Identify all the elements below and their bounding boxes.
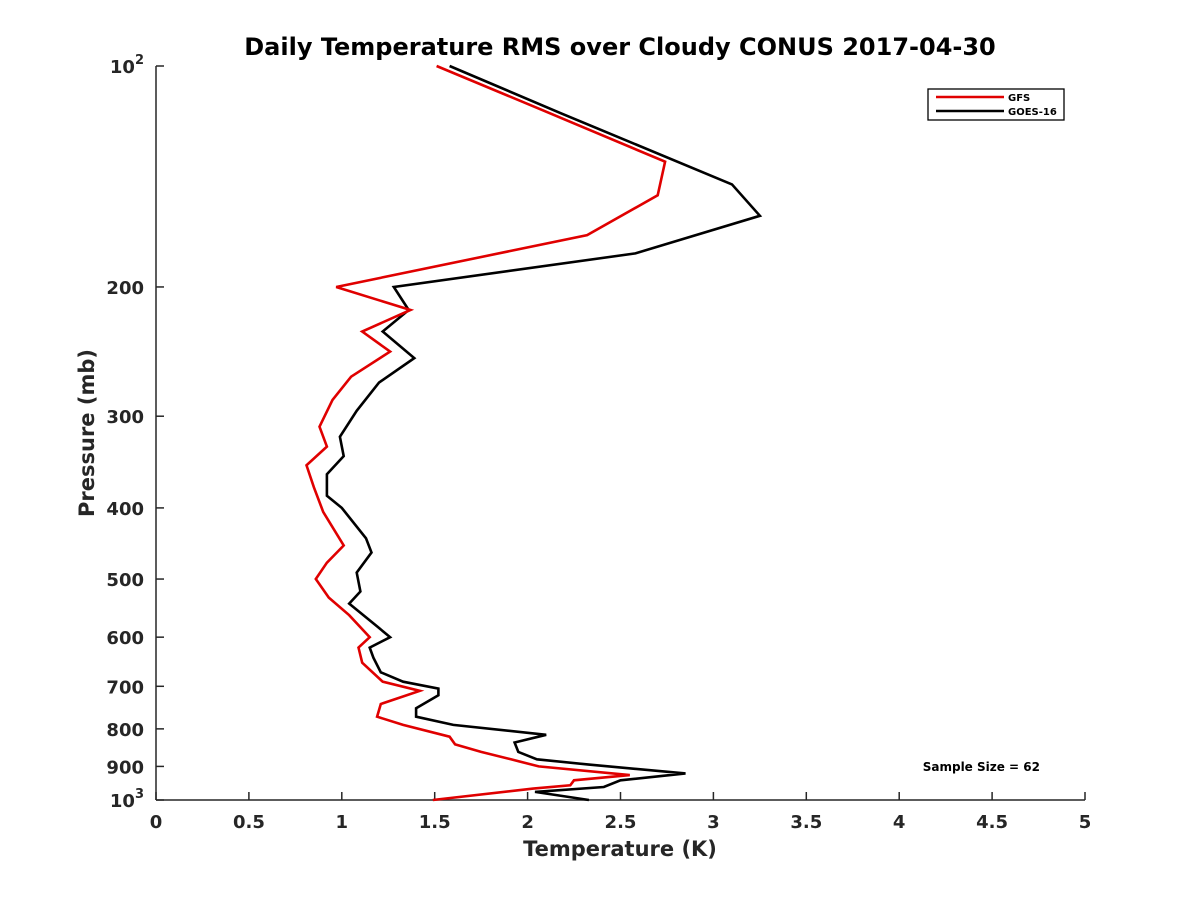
x-tick-label: 4.5 [976, 812, 1008, 833]
y-tick-label: 200 [106, 278, 144, 299]
y-tick-label: 800 [106, 720, 144, 741]
series-line-gfs [304, 64, 667, 802]
y-tick-exponent: 2 [135, 53, 144, 68]
y-tick-base: 700 [106, 677, 144, 698]
x-tick-label: 2.5 [605, 812, 637, 833]
x-tick-label: 2 [521, 812, 534, 833]
legend-box [927, 88, 1065, 121]
y-tick-label: 500 [106, 570, 144, 591]
sample-size-annotation: Sample Size = 62 [923, 760, 1040, 774]
y-tick-base: 400 [106, 499, 144, 520]
y-tick-label: 700 [106, 677, 144, 698]
y-tick-base: 900 [106, 757, 144, 778]
x-tick-label: 3 [707, 812, 720, 833]
y-tick-base: 600 [106, 628, 144, 649]
x-tick-label: 1 [336, 812, 349, 833]
y-tick-base: 300 [106, 407, 144, 428]
y-tick-label: 400 [106, 499, 144, 520]
y-tick-base: 800 [106, 720, 144, 741]
x-tick-label: 3.5 [790, 812, 822, 833]
y-tick-base: 500 [106, 570, 144, 591]
x-axis-label: Temperature (K) [523, 837, 717, 861]
y-tick-label: 900 [106, 757, 144, 778]
y-axis-label: Pressure (mb) [75, 349, 99, 517]
y-tick-base: 10 [110, 57, 135, 78]
legend-goes16-label: GOES-16 [1008, 107, 1057, 118]
y-tick-exponent: 3 [135, 787, 144, 802]
y-tick-label: 102 [110, 53, 144, 78]
y-tick-base: 200 [106, 278, 144, 299]
x-tick-label: 0.5 [233, 812, 265, 833]
x-ticks: 0 0.5 1 1.5 2 2.5 3 3.5 4 4.5 5 [150, 792, 1092, 833]
y-tick-label: 300 [106, 407, 144, 428]
y-tick-label: 600 [106, 628, 144, 649]
x-tick-label: 1.5 [419, 812, 451, 833]
legend: GFS GOES-16 [927, 88, 1065, 121]
y-tick-base: 10 [110, 791, 135, 812]
x-tick-label: 0 [150, 812, 163, 833]
legend-gfs-label: GFS [1008, 93, 1030, 104]
axes [155, 66, 1085, 801]
y-tick-label: 103 [110, 787, 144, 812]
chart-title: Daily Temperature RMS over Cloudy CONUS … [244, 33, 996, 61]
series-layer [304, 64, 763, 802]
x-tick-label: 4 [893, 812, 906, 833]
series-line-goes-16 [325, 64, 763, 802]
x-tick-label: 5 [1079, 812, 1092, 833]
